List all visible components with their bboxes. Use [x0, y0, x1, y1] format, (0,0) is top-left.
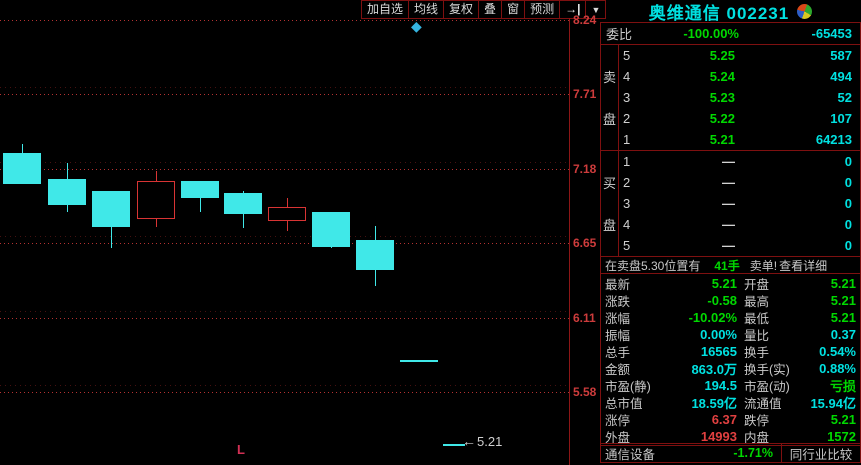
divider — [781, 444, 782, 462]
pie-chart-icon[interactable] — [797, 3, 813, 19]
axis-tick-label: 8.24 — [573, 13, 597, 27]
price-gridline — [0, 94, 569, 96]
weibi-volume: -65453 — [811, 26, 852, 41]
stock-title-bar: 奥维通信 002231 — [600, 0, 861, 23]
sell-book: 卖 盘 5 5.25 587 4 5.24 494 3 — [601, 45, 860, 151]
add-watchlist-button[interactable]: 加自选 — [361, 0, 410, 19]
stat-row: 总市值 18.59亿 流通值 15.94亿 — [605, 396, 856, 411]
industry-compare-link[interactable]: 同行业比较 — [789, 447, 853, 462]
sell-side-label: 卖 盘 — [601, 45, 619, 150]
candle-body — [48, 179, 86, 205]
buy-row-5[interactable]: 5 — 0 — [623, 238, 852, 253]
price-gridline-faint — [0, 236, 569, 238]
axis-tick-label: 6.11 — [573, 310, 596, 325]
price-gridline-faint — [0, 385, 569, 386]
quote-panel-body: 委比 -100.00% -65453 卖 盘 5 5.25 587 4 — [600, 22, 861, 446]
sell-order-alert: 在卖盘5.30位置有 41手 卖单! 查看详细 — [601, 257, 860, 274]
stats-grid: 最新 5.21 开盘 5.21 涨跌 -0.58 最高 5.21 涨幅 -10.02% 最… — [601, 274, 860, 445]
buy-row-2[interactable]: 2 — 0 — [623, 175, 852, 190]
stat-row: 涨幅 -10.02% 最低 5.21 — [605, 310, 856, 326]
axis-tick-label: 5.58 — [573, 385, 597, 399]
weibi-row: 委比 -100.00% -65453 — [601, 23, 860, 45]
sell-row-2[interactable]: 2 5.22 107 — [623, 111, 852, 126]
price-gridline-faint — [0, 87, 569, 89]
candlestick-chart[interactable] — [0, 0, 569, 465]
buy-row-1[interactable]: 1 — 0 — [623, 154, 852, 169]
chevron-down-icon[interactable]: ▼ — [585, 0, 607, 19]
current-price-label: 5.21 — [477, 433, 503, 449]
stock-name-code: 奥维通信 002231 — [648, 3, 790, 23]
axis-tick-label: 7.71 — [573, 87, 597, 102]
candle-body — [312, 211, 350, 247]
price-gridline-faint — [0, 161, 569, 163]
candle-body — [268, 207, 306, 222]
adjust-rights-button[interactable]: 复权 — [443, 0, 480, 19]
stat-row: 外盘 14993 内盘 1572 — [605, 429, 856, 445]
view-detail-link[interactable]: 查看详细 — [779, 258, 828, 273]
industry-name: 通信设备 — [605, 447, 656, 462]
stat-row: 总手 16565 换手 0.54% — [605, 344, 856, 360]
sell-row-1[interactable]: 1 5.21 64213 — [623, 132, 852, 147]
candle-body — [443, 443, 465, 446]
forecast-button[interactable]: 预测 — [524, 0, 561, 19]
stat-row: 最新 5.21 开盘 5.21 — [605, 276, 856, 292]
price-gridline — [0, 168, 569, 170]
axis-tick-label: 7.18 — [573, 161, 597, 176]
stat-row: 金额 863.0万 换手(实) 0.88% — [605, 361, 856, 377]
alert-suffix: 卖单! — [749, 258, 778, 273]
left-arrow-icon: ← — [462, 433, 476, 449]
price-gridline — [0, 317, 569, 319]
weibi-percent: -100.00% — [683, 26, 739, 41]
chart-toolbar: 加自选 均线 复权 叠 窗 预测 →| ▼ — [361, 0, 607, 19]
buy-row-4[interactable]: 4 — 0 — [623, 217, 852, 232]
stat-row: 市盈(静) 194.5 市盈(动) 亏损 — [605, 378, 856, 394]
price-axis-line — [569, 18, 570, 465]
l-signal-marker: L — [237, 442, 245, 457]
stat-row: 涨停 6.37 跌停 5.21 — [605, 412, 856, 428]
window-button[interactable]: 窗 — [501, 0, 526, 19]
buy-side-label: 买 盘 — [601, 151, 619, 256]
buy-book: 买 盘 1 — 0 2 — 0 3 — — [601, 151, 860, 257]
price-gridline — [0, 243, 569, 245]
sell-row-3[interactable]: 3 5.23 52 — [623, 90, 852, 105]
current-price-pointer: ← 5.21 — [462, 433, 502, 449]
ma-lines-button[interactable]: 均线 — [408, 0, 445, 19]
industry-bar: 通信设备 -1.71% 同行业比较 — [600, 443, 861, 463]
stat-row: 振幅 0.00% 量比 0.37 — [605, 327, 856, 343]
industry-change: -1.71% — [733, 446, 773, 460]
quote-panel: 奥维通信 002231 委比 -100.00% -65453 卖 盘 5 5.2… — [600, 0, 861, 465]
candle-body — [224, 193, 262, 215]
candle-body — [137, 180, 175, 219]
candle-body — [181, 180, 219, 198]
buy-row-3[interactable]: 3 — 0 — [623, 196, 852, 211]
candle-body — [92, 190, 130, 227]
alert-quantity: 41手 — [714, 258, 740, 273]
sell-row-4[interactable]: 4 5.24 494 — [623, 69, 852, 84]
price-gridline — [0, 20, 569, 21]
axis-tick-label: 6.65 — [573, 236, 597, 251]
candle-body — [356, 239, 394, 271]
weibi-label: 委比 — [606, 27, 633, 42]
price-gridline — [0, 392, 569, 393]
sell-row-5[interactable]: 5 5.25 587 — [623, 48, 852, 63]
candle-body — [400, 359, 438, 362]
price-gridline-faint — [0, 310, 569, 312]
alert-prefix: 在卖盘5.30位置有 — [605, 258, 701, 273]
stat-row: 涨跌 -0.58 最高 5.21 — [605, 293, 856, 309]
diamond-marker-icon: ◆ — [411, 18, 422, 34]
candle-body — [3, 152, 41, 184]
